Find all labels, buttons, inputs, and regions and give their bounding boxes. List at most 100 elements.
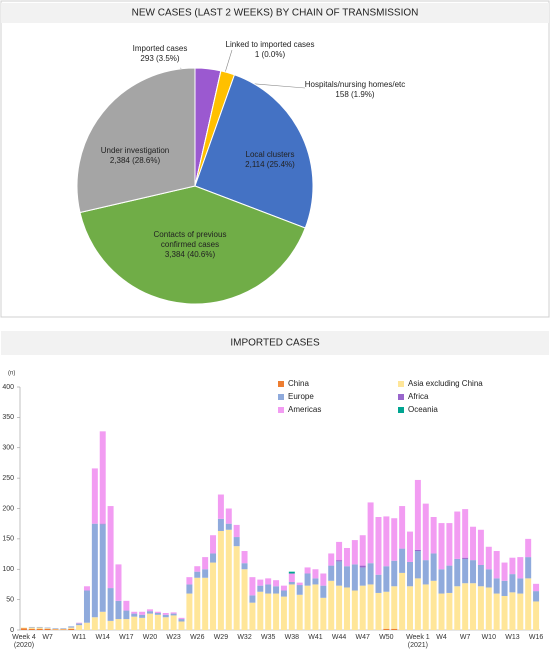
x-tick-label: W20 [142,634,158,641]
bar-segment [194,566,201,572]
bar-segment [249,602,256,630]
slice-name: Contacts of previous confirmed cases [153,230,227,249]
bar-segment [359,567,366,586]
bar-segment [296,582,303,586]
bar-segment [28,626,35,628]
legend-swatch [278,381,284,387]
bar-segment [336,585,343,630]
bar-segment [501,580,508,596]
bar-segment [288,571,295,574]
y-tick-label: 0 [10,627,14,634]
bar-segment [304,567,311,574]
bar-segment [107,588,114,621]
bar-segment [225,508,232,524]
bar-segment [462,557,469,559]
bar-segment [194,577,201,630]
bar-segment [328,565,335,581]
bar-segment [68,628,75,630]
bar-segment [115,564,122,601]
bar-segment [241,563,248,570]
bar-segment [533,583,540,592]
bar-segment [525,557,532,579]
bar-segment [501,595,508,630]
bar-segment [210,562,217,630]
bar-segment [399,572,406,630]
bar-segment [375,574,382,593]
bar-segment [288,573,295,583]
bar-segment [91,523,98,618]
x-tick-label: W4 [436,634,447,641]
bar-segment [170,612,177,614]
x-tick-label: W7 [459,634,471,641]
bar-segment [170,615,177,630]
bar-segment [36,628,43,630]
x-tick-label: W26 [190,634,205,641]
bar-segment [202,577,209,630]
bar-segment [414,479,421,550]
slice-value: 158 (1.9%) [335,90,375,99]
legend-label: Asia excluding China [408,379,483,388]
y-tick-label: 400 [2,384,14,391]
slice-name: Local clusters [245,150,295,159]
legend-label: Oceania [408,405,438,414]
bar-segment [162,617,169,630]
bar-segment [312,578,319,585]
bar-segment [493,551,500,579]
slice-label: Hospitals/nursing homes/etc 158 (1.9%) [285,80,425,100]
bar-segment [288,584,295,630]
bar-segment [446,592,453,630]
legend-label: Americas [288,405,321,414]
bar-segment [391,518,398,561]
bar-segment [147,609,153,612]
bar-segment [367,563,374,585]
bar-segment [414,578,421,630]
bar-segment [91,617,98,630]
bar-segment [438,593,445,630]
pie-title-band [1,3,549,23]
bar-segment [225,529,232,630]
bar-segment [107,506,114,589]
bar-segment [336,541,343,561]
bar-segment [162,614,169,618]
bar-segment [414,549,421,552]
bar-segment [422,560,429,585]
bar-segment [147,611,153,614]
bar-segment [399,548,406,573]
bar-segment [273,586,280,594]
bar-segment [210,535,217,554]
bar-segment [194,571,201,578]
bar-segment [525,578,532,630]
y-tick-label: 50 [6,596,14,603]
bar-segment [509,557,516,575]
bar-segment [438,569,445,594]
bar-segment [407,586,413,630]
bar-segment [139,614,146,618]
slice-name: Linked to imported cases [225,40,315,49]
bar-title-band [1,331,549,355]
y-tick-label: 200 [2,505,14,512]
bar-segment [351,540,358,565]
x-tick-label: W11 [72,634,87,641]
slice-name: Imported cases [132,44,188,53]
bar-segment [493,593,500,630]
bar-segment [60,629,67,630]
bar-segment [501,562,508,581]
bar-segment [383,591,390,629]
bar-segment [391,586,398,629]
bar-segment [76,622,83,624]
bar-segment [477,529,484,565]
x-tick-label: W23 [166,634,181,641]
bar-segment [320,573,327,586]
bar-segment [202,557,209,570]
bar-segment [446,523,453,566]
bar-segment [509,592,516,630]
bar-segment [470,583,477,630]
bar-segment [533,591,540,602]
x-tick-label: W47 [355,634,370,641]
pie-slice [79,185,306,305]
bar-segment [288,582,295,585]
slice-label: Linked to imported cases 1 (0.0%) [215,40,325,60]
bar-segment [20,627,27,629]
bar-segment [170,613,177,616]
